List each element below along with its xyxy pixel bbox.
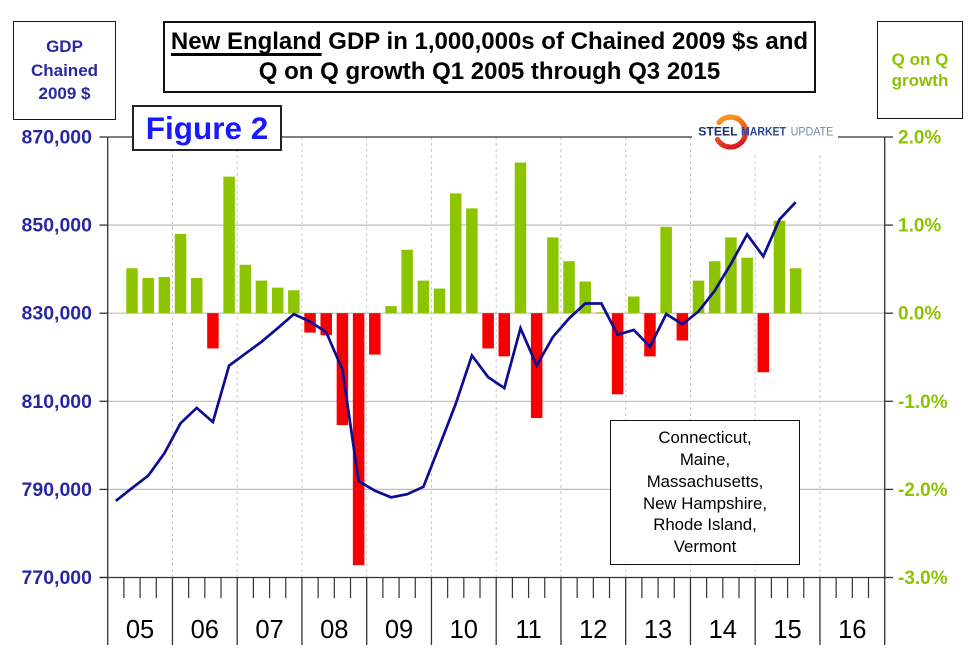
chart-title-line2: Q on Q growth Q1 2005 through Q3 2015 — [258, 58, 721, 85]
x-axis-year-label: 09 — [385, 616, 413, 644]
growth-axis-title-line1: Q on Q — [891, 50, 949, 69]
logo-canvas: STEEL MARKET UPDATE — [698, 114, 834, 150]
gdp-axis-title-line2: Chained — [30, 60, 99, 80]
x-axis-year-label: 13 — [644, 616, 672, 644]
logo-word-update: UPDATE — [791, 125, 834, 139]
x-axis-year-label: 07 — [255, 616, 283, 644]
y-axis-label-right: 2.0% — [898, 128, 941, 149]
bar-positive — [158, 277, 171, 314]
logo-word-market: MARKET — [741, 125, 786, 139]
bar-positive — [401, 249, 413, 314]
y-axis-label-left: 870,000 — [22, 127, 93, 149]
figure-label-box: Figure 2 — [132, 105, 282, 151]
bar-negative — [207, 313, 219, 349]
x-axis-year-label: 05 — [126, 616, 154, 644]
bar-positive — [142, 277, 154, 314]
bar-positive — [708, 261, 721, 314]
bar-positive — [628, 296, 640, 314]
y-axis-label-right: 0.0% — [898, 304, 941, 325]
bar-negative — [644, 313, 656, 357]
bar-positive — [223, 176, 235, 314]
bar-positive — [174, 233, 187, 314]
bar-negative — [320, 313, 332, 336]
bar-positive — [466, 208, 478, 314]
bar-negative — [369, 313, 381, 355]
bar-positive — [725, 237, 737, 314]
steel-market-update-logo: STEEL MARKET UPDATE — [692, 112, 838, 152]
bar-positive — [692, 280, 705, 314]
y-axis-label-right: 1.0% — [898, 216, 941, 237]
x-axis-year-label: 16 — [838, 616, 866, 644]
x-axis-year-label: 11 — [515, 616, 541, 644]
y-axis-label-right: -1.0% — [898, 392, 948, 413]
bar-positive — [126, 268, 138, 314]
bar-negative — [757, 313, 770, 373]
y-axis-label-right: -3.0% — [898, 568, 948, 589]
bar-negative — [498, 313, 511, 357]
bar-positive — [433, 288, 446, 314]
gdp-axis-title-line1: GDP — [46, 37, 83, 57]
bar-positive — [514, 162, 527, 314]
bar-positive — [190, 277, 203, 314]
bar-positive — [547, 237, 559, 314]
bar-negative — [676, 313, 689, 341]
bar-positive — [255, 280, 268, 314]
y-axis-label-left: 810,000 — [22, 391, 93, 413]
legend-state-line: Vermont — [673, 537, 737, 557]
chart-title-region: New England — [170, 27, 322, 55]
bar-negative — [482, 313, 494, 349]
y-axis-label-left: 790,000 — [22, 479, 93, 501]
y-axis-label-right: -2.0% — [898, 480, 948, 501]
logo-swoosh-icon — [714, 114, 749, 150]
x-axis-year-label: 14 — [709, 616, 737, 644]
chart-title-line1-rest: GDP in 1,000,000s of Chained 2009 $s and — [321, 27, 809, 55]
bar-positive — [239, 264, 252, 314]
chart-title-line1: New England GDP in 1,000,000s of Chained… — [171, 27, 808, 58]
legend-state-line: Massachusetts, — [646, 471, 764, 491]
legend-state-line: Connecticut, — [658, 428, 752, 448]
bar-positive — [741, 257, 753, 314]
x-axis-year-label: 08 — [320, 616, 348, 644]
figure-label: Figure 2 — [145, 109, 269, 146]
gdp-line — [114, 201, 797, 502]
y-axis-label-left: 830,000 — [22, 303, 93, 325]
growth-axis-title-box: Q on Q growth — [877, 21, 963, 119]
x-axis-year-label: 12 — [579, 616, 607, 644]
states-legend-box: Connecticut, Maine, Massachusetts, New H… — [610, 420, 800, 565]
y-axis-label-left: 850,000 — [22, 215, 93, 237]
bar-negative — [611, 313, 624, 395]
bar-positive — [385, 306, 397, 314]
gdp-axis-title-box: GDP Chained 2009 $ — [13, 21, 116, 120]
x-axis-year-label: 15 — [773, 616, 801, 644]
y-axis-label-left: 770,000 — [22, 567, 93, 589]
logo-word-steel: STEEL — [698, 125, 738, 139]
legend-state-line: Maine, — [679, 449, 731, 469]
bar-negative — [352, 313, 365, 566]
bar-positive — [449, 193, 462, 314]
x-axis-year-label: 10 — [450, 616, 478, 644]
legend-state-line: Rhode Island, — [653, 515, 757, 535]
bar-positive — [417, 280, 430, 314]
x-axis-year-label: 06 — [191, 616, 219, 644]
bar-positive — [595, 312, 608, 314]
bar-positive — [288, 290, 300, 314]
bar-positive — [789, 268, 802, 314]
bar-positive — [563, 261, 575, 314]
bar-positive — [579, 281, 591, 314]
gdp-axis-title-line3: 2009 $ — [38, 84, 91, 104]
growth-axis-title-line2: growth — [891, 71, 949, 90]
bar-positive — [773, 220, 786, 314]
legend-state-line: New Hampshire, — [642, 493, 768, 513]
bar-positive — [271, 287, 284, 314]
chart-title-box: New England GDP in 1,000,000s of Chained… — [163, 21, 816, 93]
bar-positive — [660, 226, 672, 314]
